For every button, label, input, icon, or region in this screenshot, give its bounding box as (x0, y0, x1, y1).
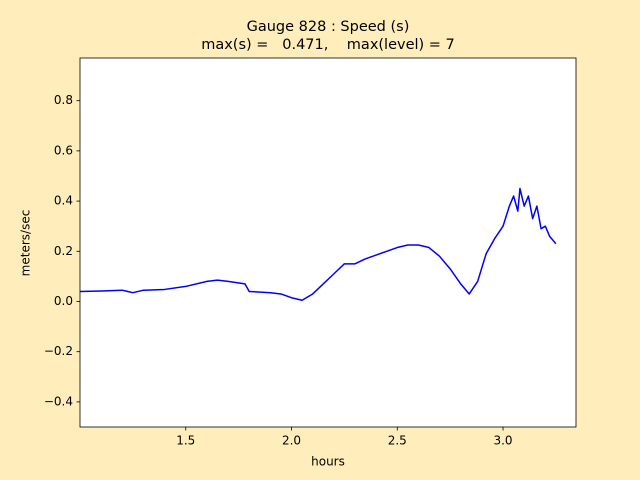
y-tick-label: 0.2 (54, 244, 73, 258)
y-tick-label: 0.0 (54, 294, 73, 308)
x-tick-label: 2.0 (282, 434, 301, 448)
chart-title: Gauge 828 : Speed (s) (247, 19, 410, 35)
y-tick-label: 0.6 (54, 143, 73, 157)
y-axis-label: meters/sec (19, 210, 33, 277)
y-tick-label: 0.8 (54, 93, 73, 107)
plot-frame (79, 57, 577, 428)
y-tick-label: −0.4 (44, 394, 73, 408)
y-tick-label: −0.2 (44, 344, 73, 358)
x-tick-label: 3.0 (493, 434, 512, 448)
y-tick-label: 0.4 (54, 194, 73, 208)
x-axis-label: hours (311, 455, 345, 469)
plot-area (80, 58, 576, 427)
x-tick-label: 2.5 (388, 434, 407, 448)
chart-subtitle: max(s) = 0.471, max(level) = 7 (201, 37, 455, 53)
x-tick-label: 1.5 (176, 434, 195, 448)
data-line (79, 187, 557, 301)
